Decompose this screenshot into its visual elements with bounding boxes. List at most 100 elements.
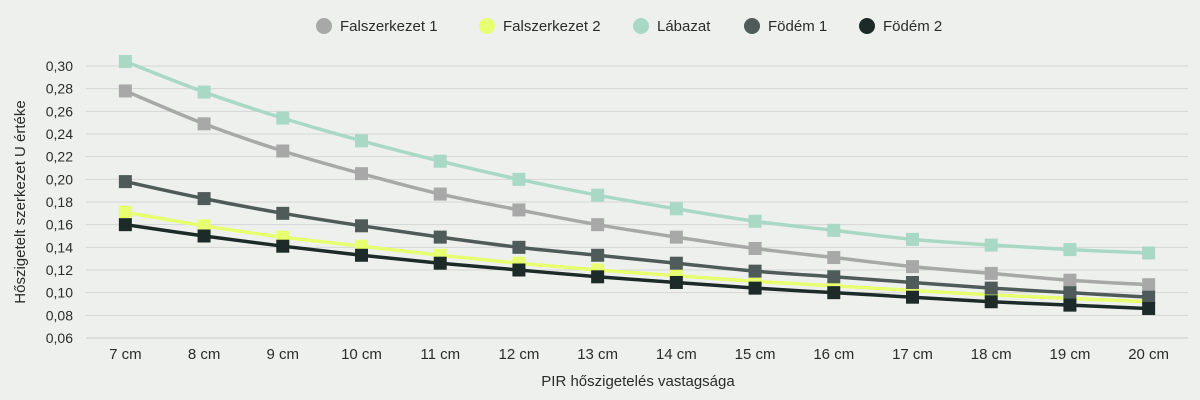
y-tick-label: 0,30	[46, 58, 73, 74]
series-layer	[118, 54, 1156, 316]
data-point-marker	[197, 219, 211, 233]
x-axis: 7 cm 8 cm 9 cm 10 cm 11 cm 12 cm 13 cm 14 cm 15 …	[86, 337, 1188, 363]
data-point-marker	[433, 187, 447, 201]
data-point-marker	[748, 241, 762, 255]
series-falszerkezet-1	[118, 84, 1156, 292]
legend-swatch	[859, 18, 875, 34]
series-line	[123, 222, 1151, 311]
data-point-marker	[197, 192, 211, 206]
y-tick-label: 0,12	[46, 262, 73, 278]
data-point-marker	[984, 238, 998, 252]
legend-label: Födém 2	[883, 18, 942, 35]
y-tick-label: 0,08	[46, 307, 73, 323]
data-point-marker	[591, 248, 605, 262]
data-point-marker	[118, 54, 132, 68]
legend-item: Födém 1	[744, 18, 827, 35]
data-point-marker	[276, 239, 290, 253]
data-point-marker	[512, 240, 526, 254]
x-tick-label: 12 cm	[498, 346, 539, 363]
data-point-marker	[197, 229, 211, 243]
legend-item: Falszerkezet 1	[316, 18, 438, 35]
data-point-marker	[433, 154, 447, 168]
data-point-marker	[1142, 290, 1156, 304]
series-födém-1	[118, 175, 1156, 304]
data-point-marker	[512, 203, 526, 217]
data-point-marker	[512, 263, 526, 277]
x-tick-label: 16 cm	[813, 346, 854, 363]
x-tick-label: 17 cm	[892, 346, 933, 363]
legend-label: Falszerkezet 1	[340, 18, 438, 35]
data-point-marker	[748, 264, 762, 278]
y-tick-label: 0,10	[46, 285, 73, 301]
data-point-marker	[669, 202, 683, 216]
x-tick-label: 18 cm	[971, 346, 1012, 363]
data-point-marker	[827, 223, 841, 237]
x-tick-label: 20 cm	[1128, 346, 1169, 363]
data-point-marker	[433, 256, 447, 270]
legend-label: Födém 1	[768, 18, 827, 35]
x-tick-label: 8 cm	[188, 346, 221, 363]
x-tick-label: 19 cm	[1049, 346, 1090, 363]
series-lábazat	[118, 54, 1156, 260]
y-tick-label: 0,28	[46, 81, 73, 97]
x-tick-label: 13 cm	[577, 346, 618, 363]
data-point-marker	[276, 144, 290, 158]
legend-label: Lábazat	[657, 18, 711, 35]
x-axis-title: PIR hőszigetelés vastagsága	[541, 373, 735, 390]
x-tick-label: 11 cm	[420, 346, 460, 363]
data-point-marker	[197, 85, 211, 99]
data-point-marker	[1063, 243, 1077, 257]
data-point-marker	[906, 260, 919, 274]
data-point-marker	[197, 117, 211, 131]
y-tick-label: 0,18	[46, 194, 73, 210]
y-axis-title: Hőszigetelt szerkezet U értéke	[12, 100, 29, 303]
legend-swatch	[316, 18, 332, 34]
y-tick-label: 0,24	[46, 126, 73, 142]
y-tick-label: 0,06	[46, 330, 73, 346]
data-point-marker	[355, 134, 368, 148]
y-axis: 0,06 0,08 0,10 0,12 0,14 0,16 0,18 0,20 0,22 0,24…	[46, 58, 73, 346]
data-point-marker	[591, 270, 605, 284]
data-point-marker	[669, 230, 683, 244]
data-point-marker	[276, 111, 290, 125]
data-point-marker	[748, 281, 762, 295]
y-tick-label: 0,20	[46, 171, 73, 187]
x-tick-label: 9 cm	[267, 346, 300, 363]
data-point-marker	[591, 218, 605, 232]
legend-swatch	[633, 18, 649, 34]
data-point-marker	[512, 172, 526, 186]
data-point-marker	[355, 219, 368, 233]
data-point-marker	[1142, 278, 1156, 292]
data-point-marker	[827, 251, 841, 265]
data-point-marker	[827, 286, 841, 300]
legend-item: Lábazat	[633, 18, 711, 35]
data-point-marker	[1063, 298, 1077, 312]
data-point-marker	[433, 230, 447, 244]
data-point-marker	[591, 188, 605, 202]
series-line	[123, 210, 1151, 304]
data-point-marker	[827, 270, 841, 284]
legend: Falszerkezet 1 Falszerkezet 2 Lábazat Födém…	[316, 18, 942, 35]
x-tick-label: 10 cm	[341, 346, 382, 363]
y-tick-label: 0,26	[46, 103, 73, 119]
x-tick-label: 15 cm	[735, 346, 776, 363]
data-point-marker	[906, 232, 919, 246]
legend-swatch	[744, 18, 760, 34]
data-point-marker	[984, 295, 998, 309]
data-point-marker	[118, 205, 132, 219]
grid	[86, 65, 1188, 339]
y-tick-label: 0,14	[46, 239, 73, 255]
data-point-marker	[984, 266, 998, 280]
data-point-marker	[906, 275, 919, 289]
series-födém-2	[118, 218, 1156, 316]
data-point-marker	[984, 281, 998, 295]
legend-label: Falszerkezet 2	[503, 18, 601, 35]
data-point-marker	[1063, 273, 1077, 287]
data-point-marker	[276, 206, 290, 220]
data-point-marker	[1142, 246, 1156, 260]
legend-item: Falszerkezet 2	[479, 18, 601, 35]
data-point-marker	[669, 256, 683, 270]
data-point-marker	[1142, 302, 1156, 316]
